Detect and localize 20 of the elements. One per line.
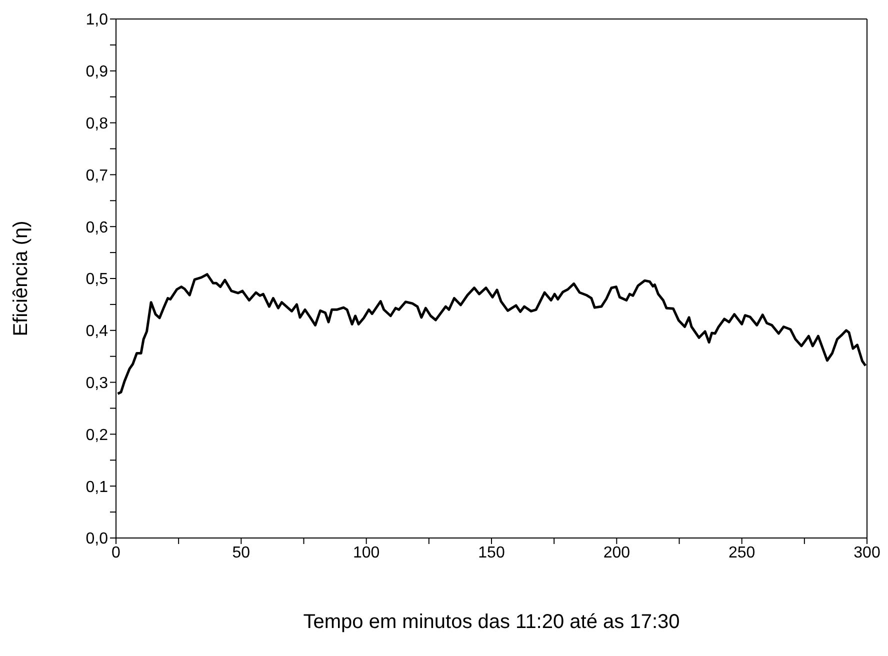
y-tick-label: 0,0	[86, 530, 108, 548]
y-tick-label: 0,8	[86, 115, 108, 132]
y-tick-label: 0,7	[86, 167, 108, 184]
y-tick-label: 0,5	[86, 271, 108, 288]
x-tick-label: 150	[478, 544, 505, 562]
x-tick-label: 50	[232, 544, 250, 562]
x-axis-title: Tempo em minutos das 11:20 até as 17:30	[303, 611, 680, 633]
x-tick-label: 200	[603, 544, 630, 562]
y-tick-label: 0,3	[86, 374, 108, 392]
x-tick-label: 250	[728, 544, 756, 562]
y-tick-label: 1,0	[86, 12, 108, 29]
x-tick-label: 100	[352, 544, 380, 562]
y-tick-label: 0,6	[86, 219, 108, 236]
x-tick-label: 0	[112, 544, 121, 562]
x-tick-label: 300	[854, 544, 880, 562]
y-tick-label: 0,9	[86, 64, 108, 81]
y-tick-label: 0,4	[86, 323, 108, 340]
y-tick-label: 0,2	[86, 426, 108, 444]
y-axis-title: Eficiência (η)	[10, 220, 32, 336]
y-tick-label: 0,1	[86, 478, 108, 496]
